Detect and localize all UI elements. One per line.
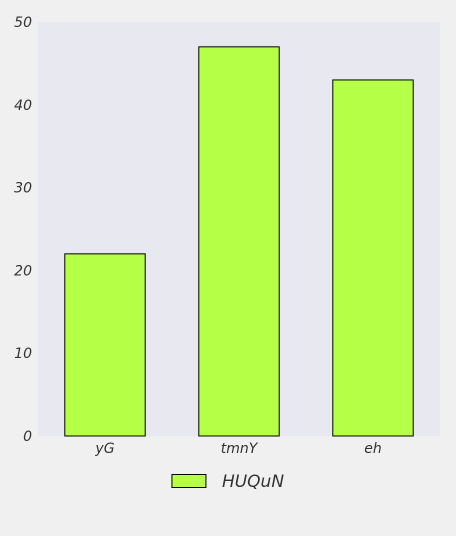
y-tick-label: 30 [14, 181, 32, 197]
x-tick-label: tmnY [221, 441, 259, 457]
legend: HUQuN [171, 472, 284, 492]
x-tick-label: yG [94, 441, 114, 457]
y-tick-label: 40 [14, 98, 32, 114]
y-tick-label: 10 [14, 346, 32, 362]
y-tick-label: 0 [23, 429, 32, 445]
legend-swatch [171, 474, 207, 488]
bars-layer [64, 46, 414, 437]
x-tick-label: eh [364, 441, 382, 457]
bar-eh [332, 79, 414, 437]
y-axis-ticks: 0 10 20 30 40 50 [14, 15, 32, 445]
y-tick-label: 20 [14, 263, 32, 279]
bar-tmnY [198, 46, 280, 437]
y-tick-label: 50 [14, 15, 32, 31]
legend-label: HUQuN [222, 472, 284, 492]
bar-yG [64, 253, 146, 437]
x-axis-ticks: yG tmnY eh [94, 441, 381, 457]
